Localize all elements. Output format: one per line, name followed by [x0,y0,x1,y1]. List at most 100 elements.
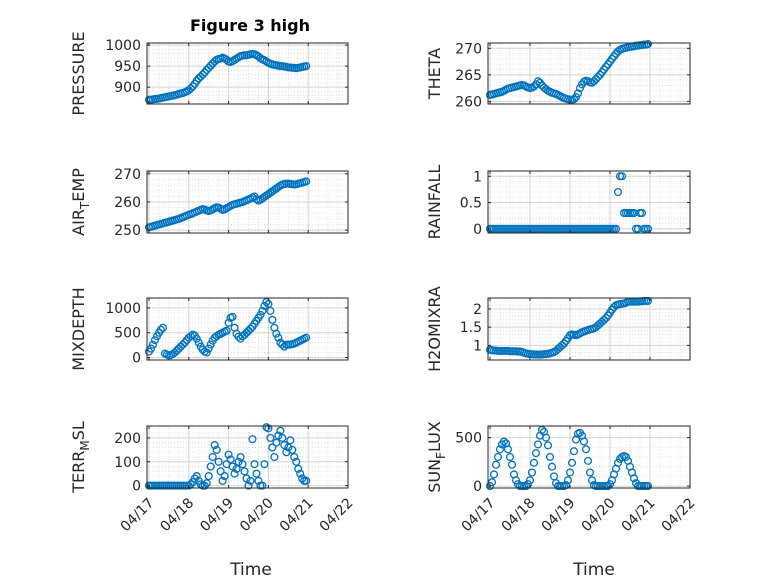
y-tick-label: 265 [455,68,482,84]
data-point [587,476,597,485]
data-point [547,462,557,471]
data-point [290,452,299,462]
data-point [505,452,515,462]
data-point [178,340,187,349]
plot-area [488,43,690,104]
data-point [274,333,283,342]
data-point [531,449,541,458]
data-point [258,306,267,315]
data-point [545,452,555,462]
axes-box [487,425,691,489]
data-point [250,460,259,469]
data-point [206,340,215,349]
data-point [198,70,207,79]
data-point [292,457,301,466]
data-point [487,478,497,487]
data-point [573,89,583,98]
data-point [206,61,215,70]
data-point [246,476,255,485]
data-point [617,172,627,181]
data-point [150,336,160,345]
data-point [230,469,239,478]
data-point [525,476,535,485]
data-point [284,443,293,452]
axes-box [146,42,349,105]
data-point [224,450,233,459]
data-point [254,476,263,485]
data-point [202,479,211,488]
data-point [278,340,287,349]
y-tick-label: 260 [455,94,482,110]
data-point [613,458,623,467]
data-point [583,456,593,465]
data-point [236,452,245,462]
y-tick-label: 500 [114,326,141,342]
y-tick-label: 2 [473,302,482,318]
data-point [252,469,261,478]
data-point [585,468,595,477]
data-point [246,324,255,333]
y-tick-label: 1000 [105,301,141,317]
data-point [296,469,305,478]
subplot-air-temp: 250 260 270 AIRTEMP [69,167,349,239]
data-point [204,472,213,481]
data-point [529,458,539,467]
axes-box [487,170,691,234]
axes-box [487,297,691,361]
data-point [260,460,269,469]
data-point [210,441,219,450]
data-point [511,476,521,485]
data-point [302,476,311,485]
data-point [543,441,553,450]
y-tick-label: 0 [132,479,141,495]
data-point [541,433,551,442]
data-point [228,312,237,321]
x-axis-label-left: Time [229,560,272,580]
data-point [252,195,261,204]
data-point [268,443,277,452]
data-point [264,424,273,433]
subplot-pressure: 900 950 1000 PRESSURE [69,31,349,116]
data-point [643,224,653,233]
data-point [294,464,303,473]
data-point [228,462,237,471]
data-point [148,340,158,349]
figure-title: Figure 3 high [190,16,310,35]
data-point [262,297,271,307]
data-point [593,72,603,81]
data-point [260,301,269,310]
data-point [302,333,311,342]
y-tick-label: 900 [114,80,141,96]
data-point [192,334,201,343]
data-point [244,481,253,490]
data-point [256,310,265,319]
data-point [218,476,227,485]
y-tick-label: 1 [473,169,482,185]
data-point [268,315,277,324]
data-point [591,75,601,84]
data-point [557,341,567,350]
data-point [302,177,311,186]
data-point [579,437,589,446]
data-point [242,474,251,483]
y-axis-label: RAINFALL [425,165,444,240]
data-point [286,436,295,445]
data-point [613,187,623,197]
data-point [499,437,509,446]
data-point [156,325,165,334]
data-point [621,452,631,462]
data-point [611,224,621,233]
y-tick-label: 270 [114,167,141,183]
data-point [533,440,543,449]
data-point [258,481,267,490]
y-tick-label: 250 [114,223,141,239]
y-tick-label: 0 [473,479,482,495]
data-point [529,82,539,91]
data-point [232,464,241,473]
data-point [599,315,609,324]
data-point [507,460,517,469]
data-point [637,208,647,218]
y-axis-label: H2OMIXRA [425,286,444,372]
data-point [224,318,233,327]
